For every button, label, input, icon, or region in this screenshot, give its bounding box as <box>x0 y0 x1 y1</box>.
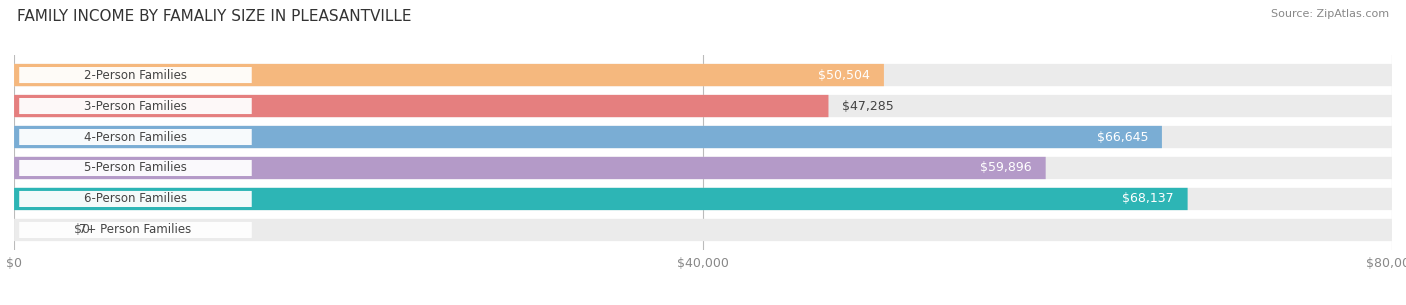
Text: 4-Person Families: 4-Person Families <box>84 131 187 144</box>
FancyBboxPatch shape <box>20 67 252 83</box>
Text: 2-Person Families: 2-Person Families <box>84 69 187 81</box>
FancyBboxPatch shape <box>14 157 1392 179</box>
Text: $68,137: $68,137 <box>1122 192 1174 206</box>
FancyBboxPatch shape <box>14 188 1392 210</box>
Text: $0: $0 <box>75 224 90 236</box>
Text: FAMILY INCOME BY FAMALIY SIZE IN PLEASANTVILLE: FAMILY INCOME BY FAMALIY SIZE IN PLEASAN… <box>17 9 412 24</box>
Text: Source: ZipAtlas.com: Source: ZipAtlas.com <box>1271 9 1389 19</box>
FancyBboxPatch shape <box>14 95 1392 117</box>
FancyBboxPatch shape <box>14 64 884 86</box>
FancyBboxPatch shape <box>20 129 252 145</box>
FancyBboxPatch shape <box>20 98 252 114</box>
Text: 3-Person Families: 3-Person Families <box>84 99 187 113</box>
Text: 7+ Person Families: 7+ Person Families <box>79 224 191 236</box>
FancyBboxPatch shape <box>14 219 1392 241</box>
Text: $50,504: $50,504 <box>818 69 870 81</box>
FancyBboxPatch shape <box>20 222 252 238</box>
FancyBboxPatch shape <box>20 160 252 176</box>
FancyBboxPatch shape <box>14 157 1046 179</box>
FancyBboxPatch shape <box>20 191 252 207</box>
FancyBboxPatch shape <box>14 188 1188 210</box>
FancyBboxPatch shape <box>14 95 828 117</box>
FancyBboxPatch shape <box>14 126 1161 148</box>
Text: $47,285: $47,285 <box>842 99 894 113</box>
FancyBboxPatch shape <box>14 64 1392 86</box>
Text: $59,896: $59,896 <box>980 161 1032 174</box>
Text: $66,645: $66,645 <box>1097 131 1149 144</box>
FancyBboxPatch shape <box>14 126 1392 148</box>
Text: 6-Person Families: 6-Person Families <box>84 192 187 206</box>
Text: 5-Person Families: 5-Person Families <box>84 161 187 174</box>
